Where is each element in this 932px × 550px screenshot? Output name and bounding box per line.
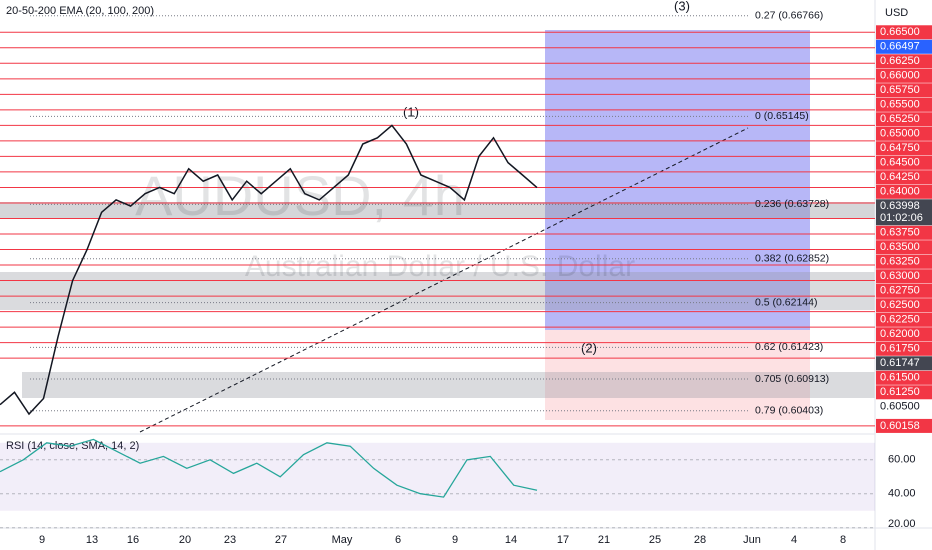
price-label-bg <box>876 327 932 342</box>
price-label: 0.62000 <box>880 328 920 340</box>
price-label-bg <box>876 39 932 54</box>
annotation: (2) <box>581 340 597 355</box>
watermark-sub: Australian Dollar / U.S. Dollar <box>245 250 635 283</box>
price-label: 0.63998 <box>880 200 920 212</box>
annotation: (3) <box>674 0 690 13</box>
price-label: 0.64000 <box>880 186 920 198</box>
price-label-bg <box>876 54 932 69</box>
price-label: 0.63000 <box>880 270 920 282</box>
fib-label: 0.5 (0.62144) <box>755 296 817 308</box>
stop-zone <box>545 330 810 420</box>
x-tick-label: 13 <box>86 534 98 546</box>
price-label: 0.63750 <box>880 227 920 239</box>
x-tick-label: 9 <box>39 534 45 546</box>
rsi-tick-label: 40.00 <box>888 488 916 500</box>
price-label-bg <box>876 254 932 269</box>
price-label: 0.60158 <box>880 420 920 432</box>
price-label-bg <box>876 356 932 371</box>
x-tick-label: 14 <box>505 534 517 546</box>
price-label-bg <box>876 225 932 240</box>
price-line <box>0 124 538 416</box>
x-tick-label: 6 <box>395 534 401 546</box>
price-label: 0.63500 <box>880 241 920 253</box>
price-label-bg <box>876 126 932 141</box>
x-tick-label: 4 <box>791 534 797 546</box>
price-label: 0.65000 <box>880 128 920 140</box>
price-label-bg <box>876 83 932 98</box>
price-label: 0.63250 <box>880 256 920 268</box>
price-label-bg <box>876 141 932 156</box>
fib-label: 0.79 (0.60403) <box>755 404 823 416</box>
price-label-bg <box>876 170 932 185</box>
price-label-bg <box>876 283 932 298</box>
x-tick-label: 17 <box>557 534 569 546</box>
price-label-bg <box>876 199 932 226</box>
fib-label: 0.27 (0.66766) <box>755 10 823 22</box>
zone <box>0 272 875 310</box>
fib-label: 0.382 (0.62852) <box>755 252 829 264</box>
x-tick-label: 27 <box>275 534 287 546</box>
price-label: 0.66500 <box>880 26 920 38</box>
price-label-bg <box>876 269 932 284</box>
price-label: 0.65750 <box>880 84 920 96</box>
countdown: 01:02:06 <box>880 212 923 224</box>
rsi-tick-label: 60.00 <box>888 454 916 466</box>
price-label: 0.61500 <box>880 372 920 384</box>
target-zone <box>545 30 810 330</box>
price-label-bg <box>876 385 932 400</box>
price-label: 0.65500 <box>880 99 920 111</box>
fib-label: 0.705 (0.60913) <box>755 373 829 385</box>
price-label-bg <box>876 370 932 385</box>
price-label: 0.62250 <box>880 314 920 326</box>
price-label: 0.62750 <box>880 285 920 297</box>
price-label: 0.66250 <box>880 55 920 67</box>
x-tick-label: 28 <box>694 534 706 546</box>
price-label-bg <box>876 341 932 356</box>
x-tick-label: 23 <box>224 534 236 546</box>
rsi-line <box>0 438 538 498</box>
x-tick-label: Jun <box>743 534 761 546</box>
trendline <box>139 127 749 433</box>
price-label: 0.66497 <box>880 41 920 53</box>
currency: USD <box>885 7 908 19</box>
price-label-bg <box>876 418 932 433</box>
price-label-bg <box>876 312 932 327</box>
x-tick-label: May <box>332 534 353 546</box>
price-label: 0.64500 <box>880 157 920 169</box>
rsi-band <box>0 442 875 511</box>
price-label-bg <box>876 112 932 127</box>
x-tick-label: 8 <box>840 534 846 546</box>
price-label: 0.64250 <box>880 171 920 183</box>
price-label-bg <box>876 240 932 255</box>
price-label: 0.61750 <box>880 343 920 355</box>
price-label-bg <box>876 97 932 112</box>
zone <box>22 372 875 398</box>
x-tick-label: 16 <box>127 534 139 546</box>
price-label-bg <box>876 25 932 40</box>
rsi-tick-label: 20.00 <box>888 518 916 530</box>
annotation: (1) <box>403 104 419 119</box>
price-label: 0.60500 <box>880 401 920 413</box>
price-label-bg <box>876 298 932 313</box>
price-label: 0.66000 <box>880 70 920 82</box>
price-label-bg <box>876 155 932 170</box>
x-tick-label: 9 <box>452 534 458 546</box>
x-tick-label: 20 <box>179 534 191 546</box>
fib-label: 0.62 (0.61423) <box>755 341 823 353</box>
watermark: AUDUSD, 4h <box>135 164 465 227</box>
price-label: 0.65250 <box>880 113 920 125</box>
zone <box>0 202 875 218</box>
x-tick-label: 25 <box>649 534 661 546</box>
price-label-bg <box>876 68 932 83</box>
price-label: 0.62500 <box>880 299 920 311</box>
fib-label: 0.236 (0.63728) <box>755 198 829 210</box>
fib-label: 0 (0.65145) <box>755 110 809 122</box>
price-label: 0.61250 <box>880 386 920 398</box>
price-label-bg <box>876 184 932 199</box>
x-tick-label: 21 <box>598 534 610 546</box>
price-label: 0.61747 <box>880 357 920 369</box>
indicator-title: 20-50-200 EMA (20, 100, 200) <box>6 5 154 17</box>
price-label: 0.64750 <box>880 142 920 154</box>
